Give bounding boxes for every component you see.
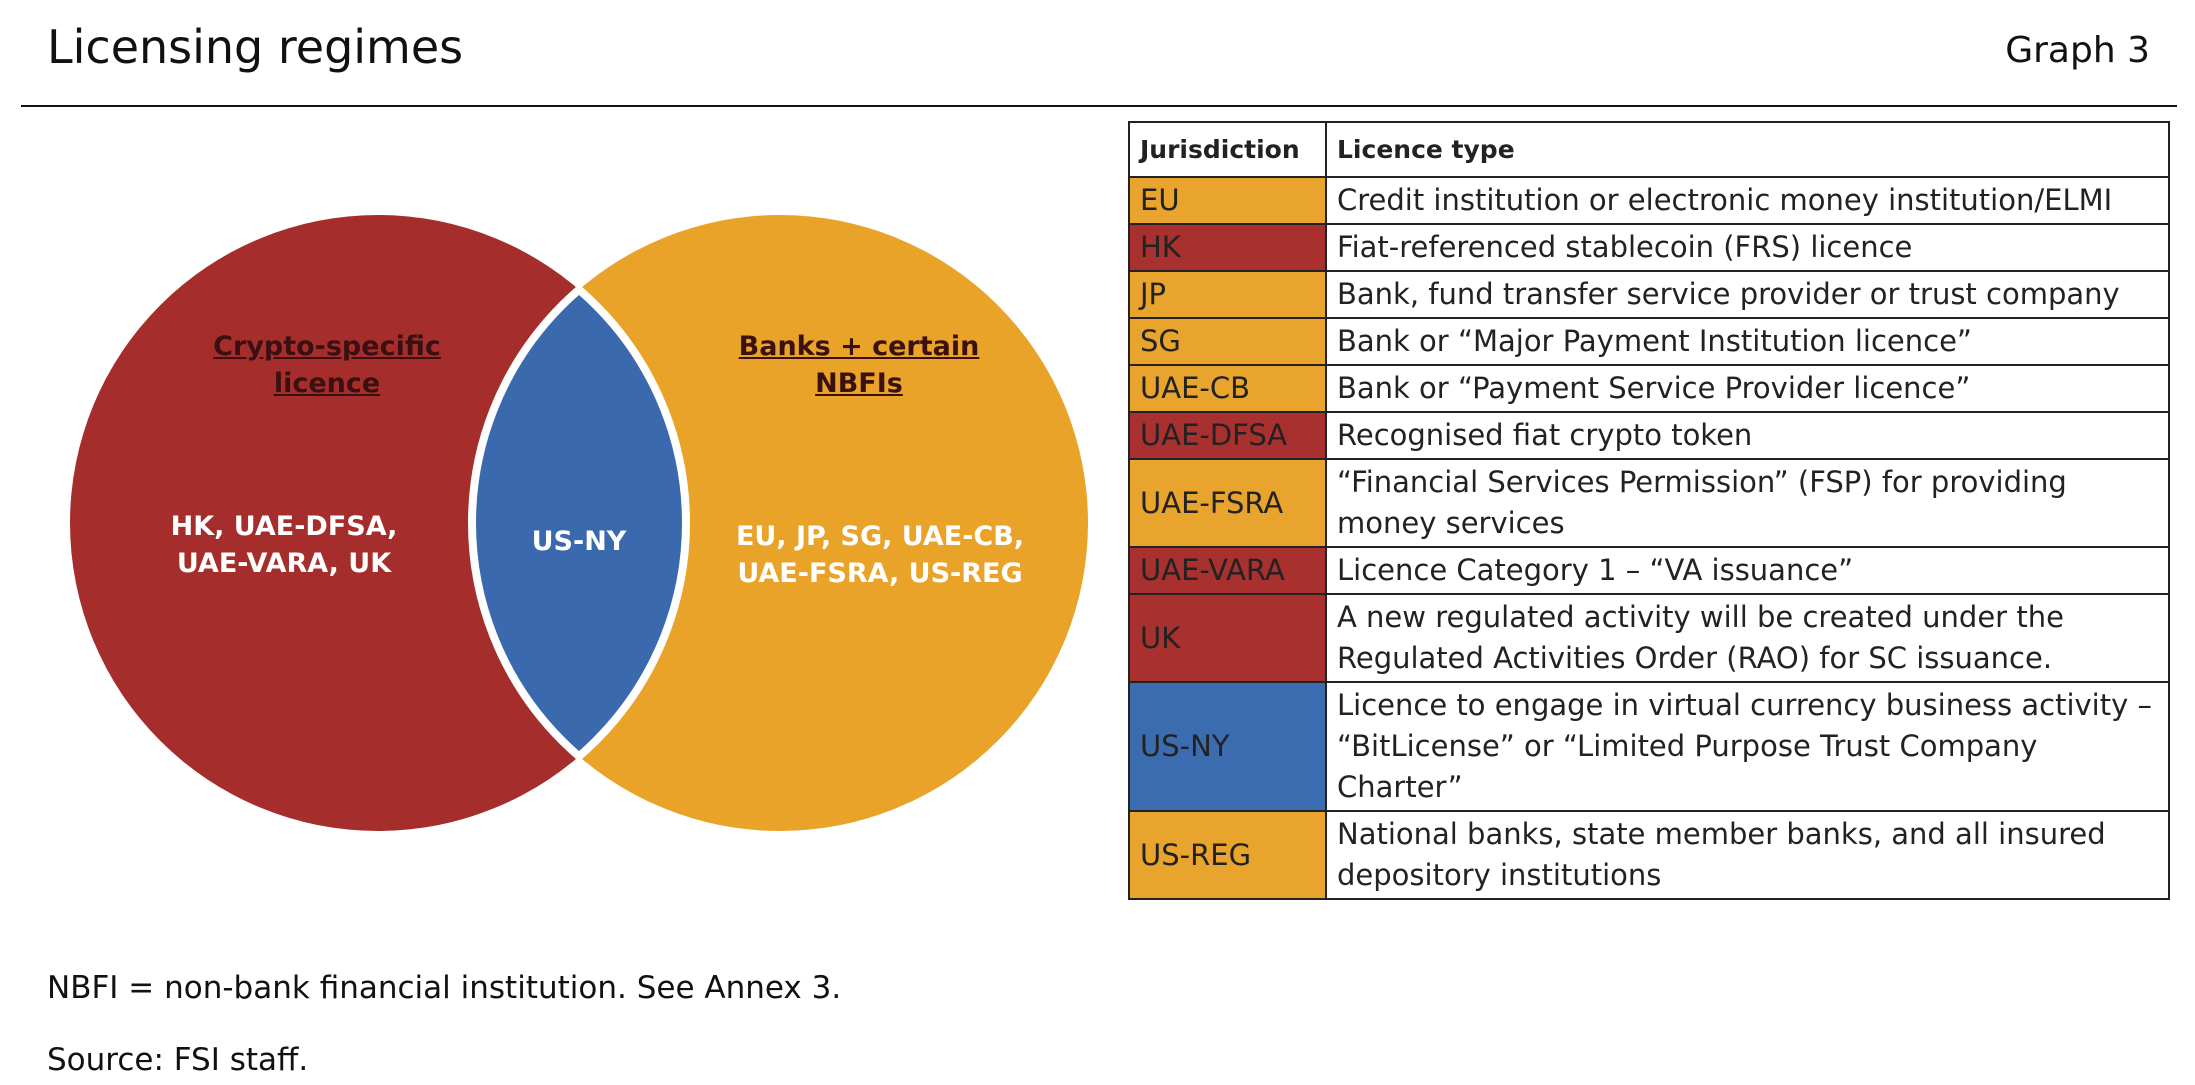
table-row: UAE-VARA Licence Category 1 – “VA issuanc… <box>1128 546 2170 595</box>
jurisdiction: HK <box>1128 223 1327 272</box>
venn-heading: Banks + certain NBFIs <box>739 328 980 402</box>
graph-label: Graph 3 <box>2005 30 2150 71</box>
footnote: NBFI = non-bank financial institution. S… <box>47 970 842 1006</box>
table-row: UAE-CB Bank or “Payment Service Provider … <box>1128 364 2170 413</box>
text-line: NBFIs <box>815 368 903 399</box>
table-row: SG Bank or “Major Payment Institution lic… <box>1128 317 2170 366</box>
jurisdiction: UAE-DFSA <box>1128 411 1327 460</box>
jurisdiction: SG <box>1128 317 1327 366</box>
header-cell: Licence type <box>1325 121 2170 178</box>
table-header: Jurisdiction Licence type <box>1128 121 2170 178</box>
licence-table: Jurisdiction Licence type EU Credit instit… <box>1128 121 2170 900</box>
text-line: HK, UAE-DFSA, <box>170 511 398 542</box>
table-row: UAE-FSRA “Financial Services Permission” … <box>1128 458 2170 548</box>
jurisdiction: UK <box>1128 593 1327 683</box>
text-line: licence <box>273 368 381 399</box>
jurisdiction: JP <box>1128 270 1327 319</box>
table-row: US-REG National banks, state member banks… <box>1128 810 2170 900</box>
table-row: UK A new regulated activity will be creat… <box>1128 593 2170 683</box>
licence-type: Bank, fund transfer service provider or … <box>1325 270 2170 319</box>
text-line: EU, JP, SG, UAE-CB, <box>735 521 1025 552</box>
overlap-lens <box>468 215 686 831</box>
header-cell: Jurisdiction <box>1128 121 1327 178</box>
jurisdiction: UAE-VARA <box>1128 546 1327 595</box>
source: Source: FSI staff. <box>47 1042 309 1078</box>
text-line: Banks + certain <box>738 331 980 362</box>
licence-type: Licence Category 1 – “VA issuance” <box>1325 546 2170 595</box>
table-row: UAE-DFSA Recognised fiat crypto token <box>1128 411 2170 460</box>
text-line: Crypto-specific <box>213 331 441 362</box>
licence-type: Licence to engage in virtual currency bu… <box>1325 681 2170 812</box>
licence-type: Credit institution or electronic money i… <box>1325 176 2170 225</box>
licence-type: Bank or “Payment Service Provider licenc… <box>1325 364 2170 413</box>
licence-type: Fiat-referenced stablecoin (FRS) licence <box>1325 223 2170 272</box>
licence-type: Bank or “Major Payment Institution licen… <box>1325 317 2170 366</box>
venn-diagram <box>70 215 1088 831</box>
jurisdiction: UAE-FSRA <box>1128 458 1327 548</box>
licence-type: “Financial Services Permission” (FSP) fo… <box>1325 458 2170 548</box>
table-row: JP Bank, fund transfer service provider o… <box>1128 270 2170 319</box>
venn-members: HK, UAE-DFSA, UAE-VARA, UK <box>171 508 398 582</box>
table-row: US-NY Licence to engage in virtual curren… <box>1128 681 2170 812</box>
licence-type: A new regulated activity will be created… <box>1325 593 2170 683</box>
jurisdiction: UAE-CB <box>1128 364 1327 413</box>
jurisdiction: US-NY <box>1128 681 1327 812</box>
rule <box>21 105 2177 107</box>
table-row: HK Fiat-referenced stablecoin (FRS) licen… <box>1128 223 2170 272</box>
jurisdiction: EU <box>1128 176 1327 225</box>
venn-members: EU, JP, SG, UAE-CB, UAE-FSRA, US-REG <box>736 518 1024 592</box>
overlap-edge <box>472 215 690 831</box>
text-line: UAE-FSRA, US-REG <box>737 558 1023 589</box>
licence-type: National banks, state member banks, and … <box>1325 810 2170 900</box>
jurisdiction: US-REG <box>1128 810 1327 900</box>
venn-members: US-NY <box>531 526 627 557</box>
licence-type: Recognised fiat crypto token <box>1325 411 2170 460</box>
title: Licensing regimes <box>47 20 464 74</box>
text-line: UAE-VARA, UK <box>176 548 392 579</box>
table-row: EU Credit institution or electronic money… <box>1128 176 2170 225</box>
venn-heading: Crypto-specific licence <box>213 328 441 402</box>
